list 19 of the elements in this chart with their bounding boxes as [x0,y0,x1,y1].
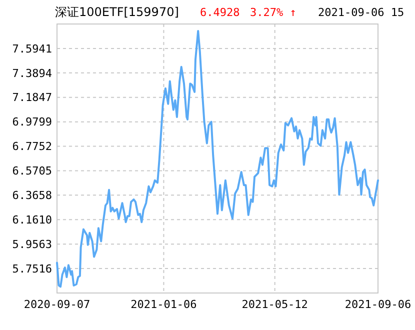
chart-title: 深证100ETF[159970] [55,5,179,19]
y-tick-label: 6.3658 [12,189,52,202]
line-series [56,30,379,288]
y-tick-label: 6.7752 [12,140,52,154]
x-tick-label: 2021-05-12 [242,298,308,311]
text: 3.27% ↑ [250,6,296,19]
x-tick-label: 2021-09-06 [344,298,412,311]
y-tick-label: 7.1847 [12,91,52,104]
x-tick-label: 2020-09-07 [24,298,90,311]
y-tick-label: 5.9563 [12,238,52,251]
x-tick-label: 2021-01-06 [130,298,197,311]
y-tick-label: 7.3894 [12,66,52,80]
y-tick-label: 6.9799 [12,116,52,129]
text: 6.4928 [200,6,240,19]
y-tick-label: 6.5705 [12,164,52,178]
y-tick-label: 5.7516 [12,262,52,276]
y-tick-label: 7.5941 [12,42,52,56]
y-tick-label: 6.1610 [12,213,52,226]
text: 2021-09-06 15 [318,6,404,19]
